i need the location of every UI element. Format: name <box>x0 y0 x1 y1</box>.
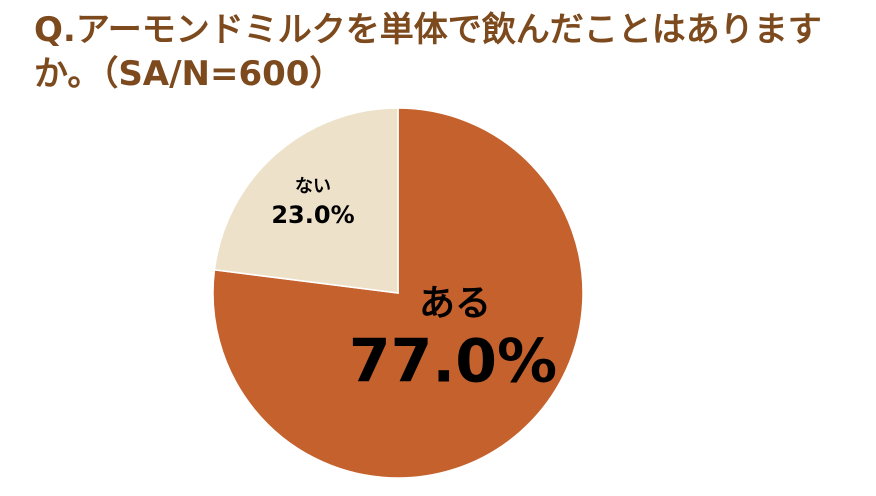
pie-slice <box>212 107 584 479</box>
value-label: 23.0% <box>271 201 354 229</box>
chart-title: Q.アーモンドミルクを単体で飲んだことはありますか。（SA/N=600） <box>34 10 822 94</box>
value-label: 77.0% <box>349 327 557 397</box>
pie-slice <box>213 107 399 294</box>
slice-label: ない <box>295 176 331 197</box>
slice-label: ある <box>419 283 491 324</box>
